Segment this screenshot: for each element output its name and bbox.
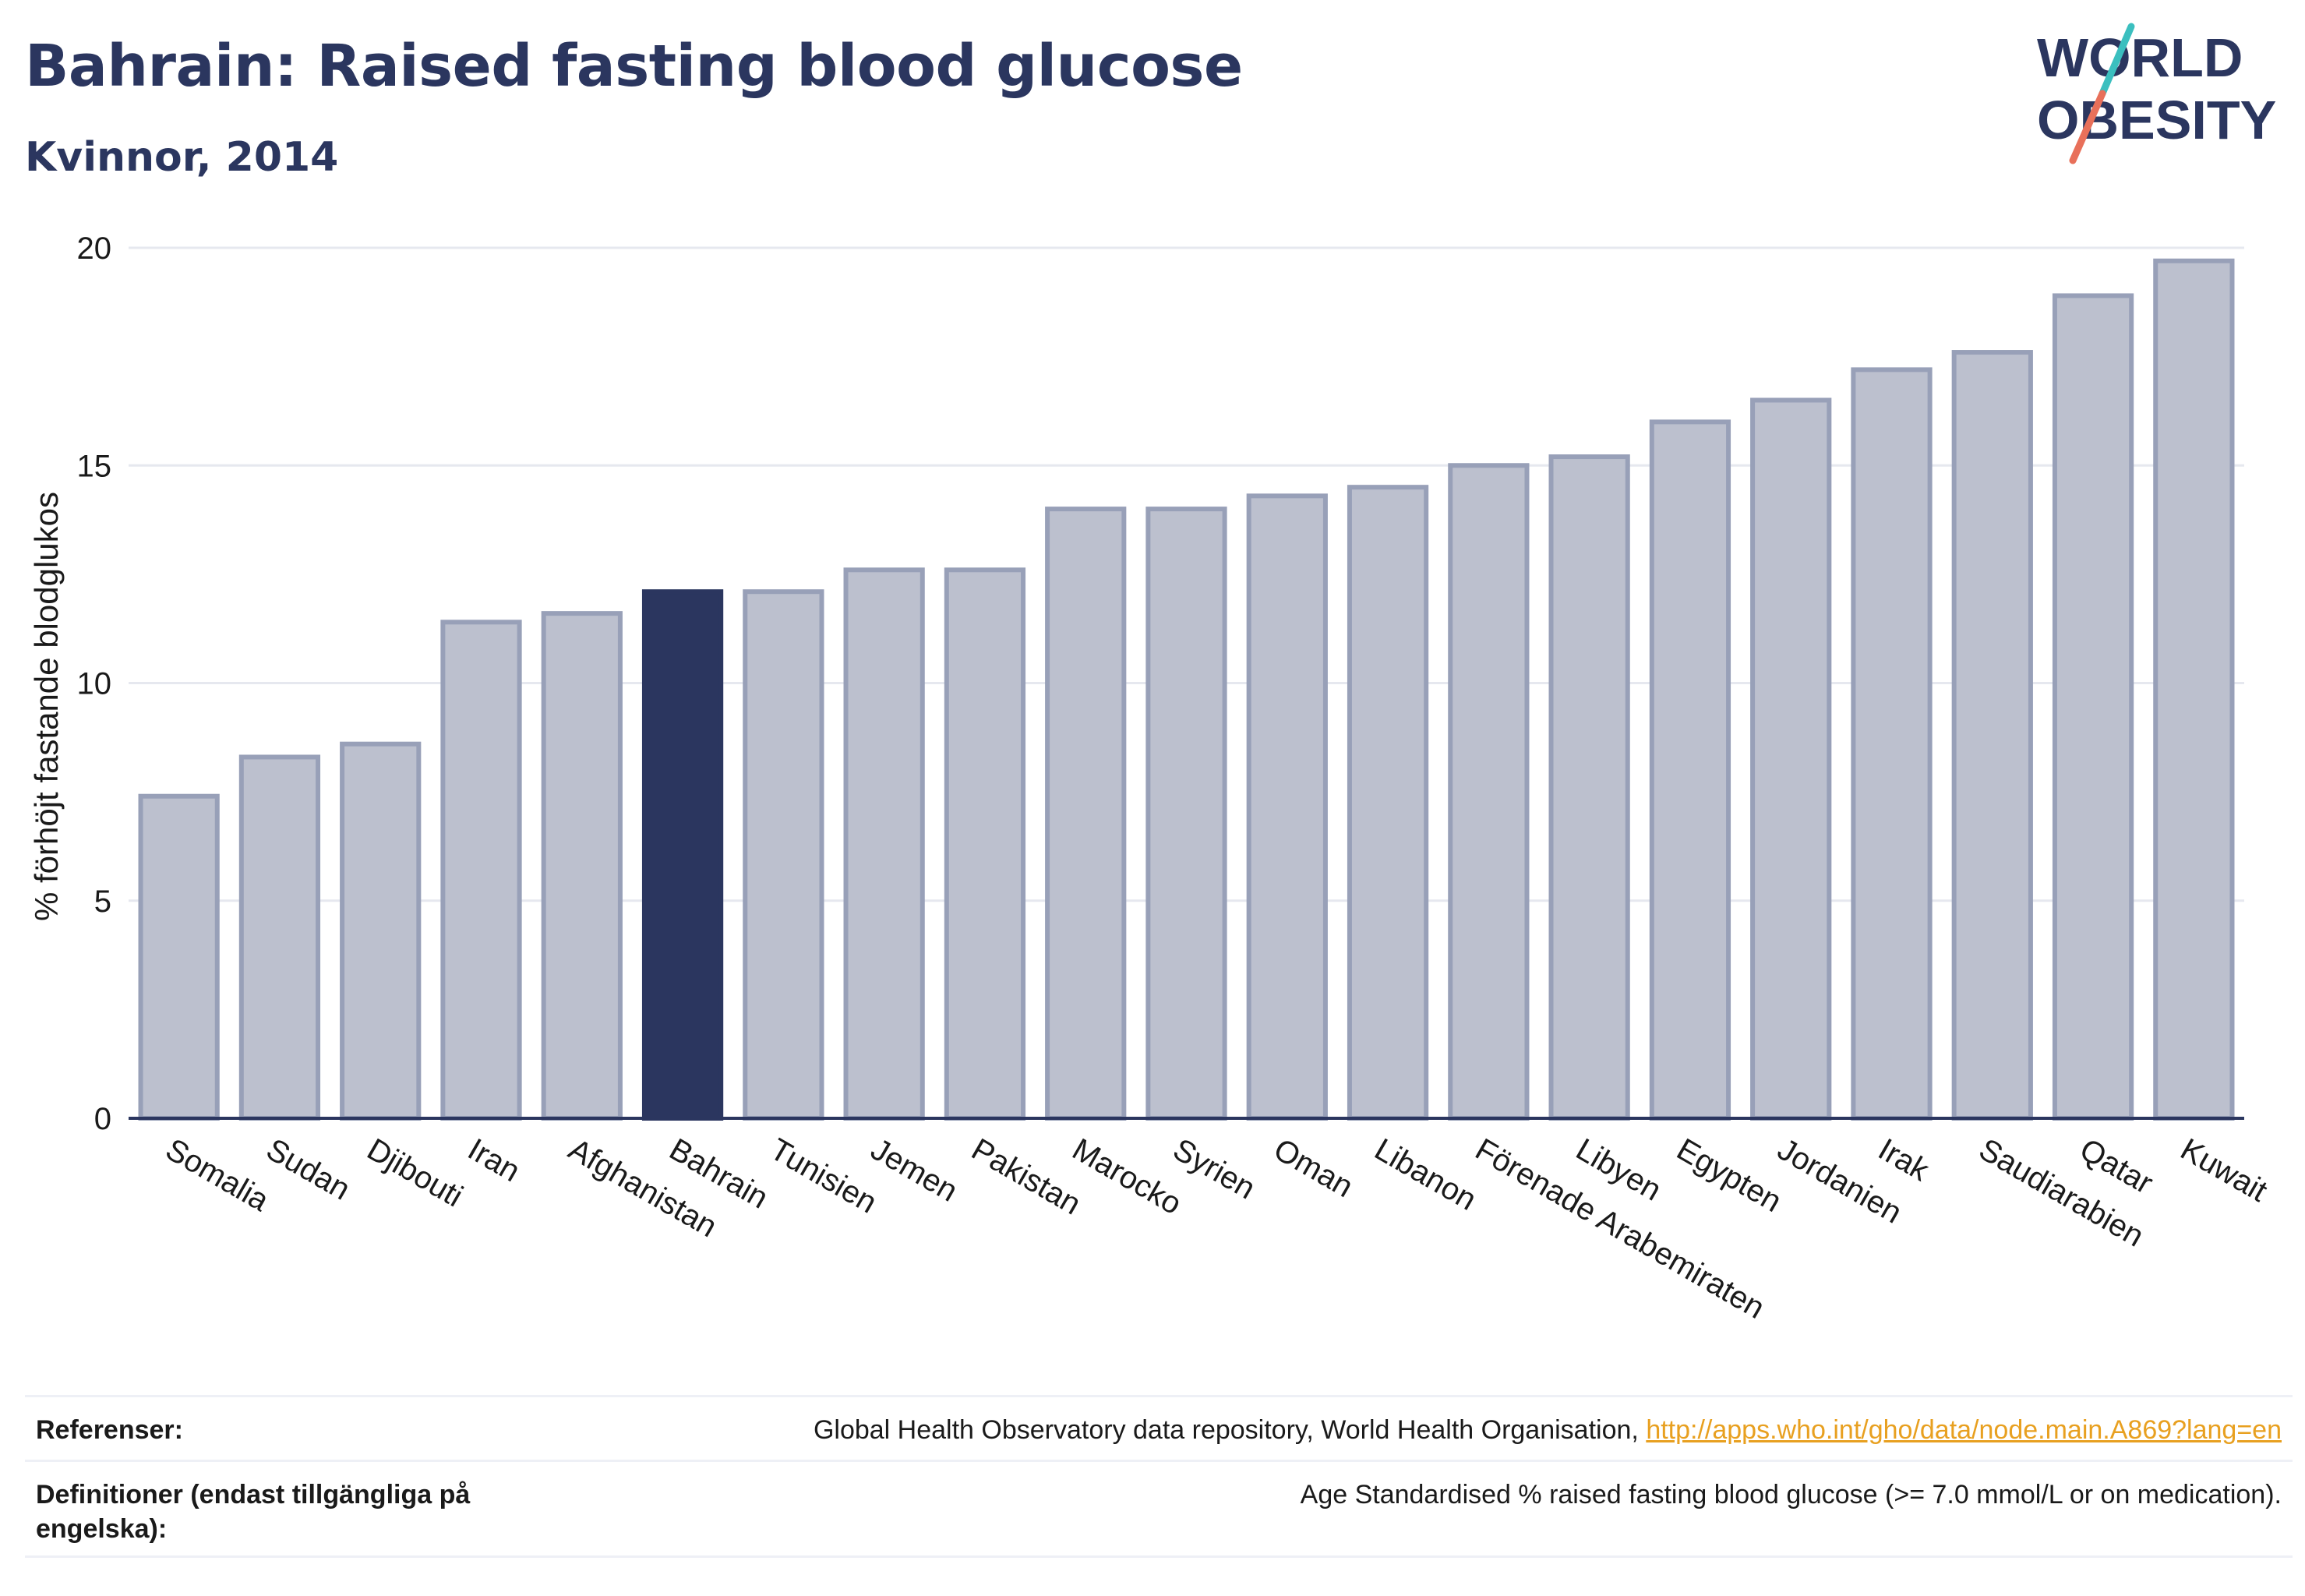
bar-egypten <box>1649 419 1731 1121</box>
x-tick-label: Kuwait <box>2175 1132 2273 1209</box>
x-tick-label: Sudan <box>260 1132 355 1207</box>
bar-bahrain <box>641 589 724 1121</box>
bar-pakistan <box>944 567 1026 1121</box>
bar-libanon <box>1347 485 1429 1121</box>
logo-slash-bottom-icon <box>2069 90 2106 164</box>
x-tick-label: Iran <box>462 1132 526 1189</box>
bar-tunisien <box>743 589 824 1121</box>
y-tick-labels: 0 5 10 15 20 <box>77 231 112 1136</box>
chart-footer: Referenser: Global Health Observatory da… <box>25 1395 2293 1558</box>
y-tick-label: 0 <box>94 1102 111 1136</box>
world-obesity-logo: WORLD OBESITY <box>2037 23 2276 164</box>
logo-line1: WORLD <box>2037 27 2243 88</box>
bar-syrien <box>1145 507 1227 1121</box>
bar-sudan <box>238 754 321 1121</box>
x-tick-label: Marocko <box>1067 1132 1188 1222</box>
y-tick-label: 10 <box>77 667 112 701</box>
bar-djibouti <box>340 741 422 1121</box>
references-link[interactable]: http://apps.who.int/gho/data/node.main.A… <box>1646 1415 2282 1445</box>
bar-afghanistan <box>541 611 623 1121</box>
chart-subtitle: Kvinnor, 2014 <box>25 134 339 181</box>
bar-kuwait <box>2153 258 2235 1121</box>
bar-somalia <box>138 793 220 1121</box>
y-tick-label: 5 <box>94 885 111 919</box>
y-axis-label: % förhöjt fastande blodglukos <box>28 492 65 921</box>
references-text: Global Health Observatory data repositor… <box>813 1415 1647 1445</box>
x-tick-label: Oman <box>1268 1132 1358 1205</box>
y-tick-label: 20 <box>77 231 112 266</box>
references-label: Referenser: <box>36 1415 183 1445</box>
references-value: Global Health Observatory data repositor… <box>814 1413 2282 1447</box>
definitions-label: Definitioner (endast tillgängliga på eng… <box>36 1480 471 1544</box>
bars <box>138 258 2235 1121</box>
definitions-value: Age Standardised % raised fasting blood … <box>1300 1480 2282 1509</box>
bar-iran <box>440 620 522 1121</box>
bar-irak <box>1851 367 1933 1121</box>
bar-marocko <box>1045 507 1127 1121</box>
bar-libyen <box>1548 454 1630 1121</box>
x-tick-label: Somalia <box>160 1132 275 1219</box>
x-tick-label: Djibouti <box>362 1132 469 1214</box>
y-tick-label: 15 <box>77 449 112 483</box>
bar-saudiarabien <box>1951 350 2033 1121</box>
x-tick-label: Tunisien <box>764 1132 883 1220</box>
x-tick-label: Irak <box>1873 1132 1936 1188</box>
chart-title: Bahrain: Raised fasting blood glucose <box>25 33 1243 100</box>
definitions-row: Definitioner (endast tillgängliga på eng… <box>25 1460 2293 1558</box>
x-tick-label: Jemen <box>865 1132 963 1209</box>
logo-slash-top-icon <box>2099 23 2135 97</box>
bar-qatar <box>2052 293 2134 1121</box>
logo-line2: OBESITY <box>2037 90 2276 150</box>
x-tick-label: Pakistan <box>965 1132 1086 1222</box>
x-tick-label: Libanon <box>1369 1132 1482 1217</box>
x-tick-label: Egypten <box>1671 1132 1787 1219</box>
bar-jordanien <box>1750 397 1832 1121</box>
bar-f-renade-arabemiraten <box>1448 463 1530 1121</box>
bar-oman <box>1246 493 1328 1121</box>
bar-jemen <box>843 567 925 1121</box>
references-row: Referenser: Global Health Observatory da… <box>25 1395 2293 1460</box>
